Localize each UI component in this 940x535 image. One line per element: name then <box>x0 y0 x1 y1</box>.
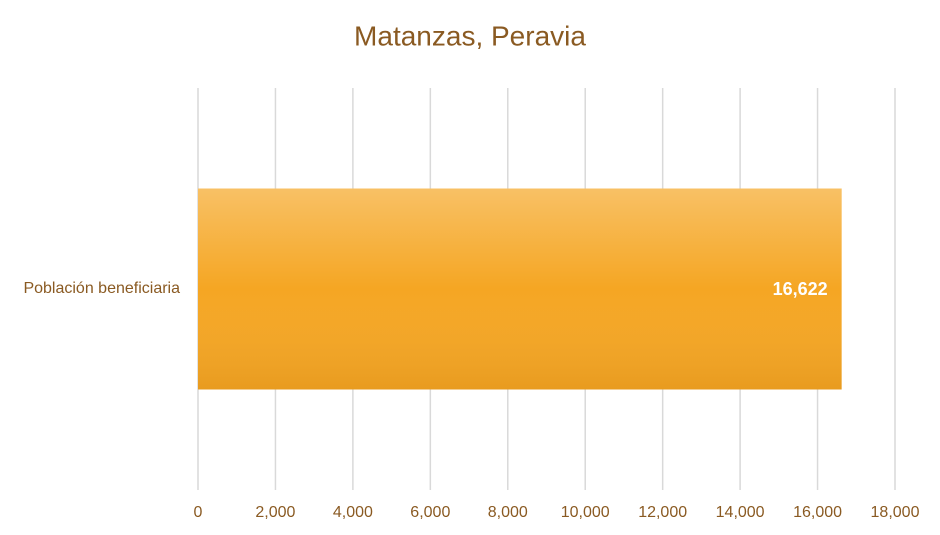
x-tick-label: 12,000 <box>638 504 687 521</box>
x-tick-label: 16,000 <box>793 504 842 521</box>
x-tick-label: 8,000 <box>488 504 528 521</box>
chart-title: Matanzas, Peravia <box>354 20 586 51</box>
data-label: 16,622 <box>773 279 828 299</box>
bar-shade <box>198 188 842 390</box>
x-tick-label: 6,000 <box>410 504 450 521</box>
x-tick-label: 10,000 <box>561 504 610 521</box>
y-tick-label: Población beneficiaria <box>23 280 180 297</box>
x-tick-label: 0 <box>194 504 203 521</box>
x-tick-label: 14,000 <box>716 504 765 521</box>
x-tick-label: 2,000 <box>255 504 295 521</box>
x-tick-label: 18,000 <box>871 504 920 521</box>
x-tick-label: 4,000 <box>333 504 373 521</box>
